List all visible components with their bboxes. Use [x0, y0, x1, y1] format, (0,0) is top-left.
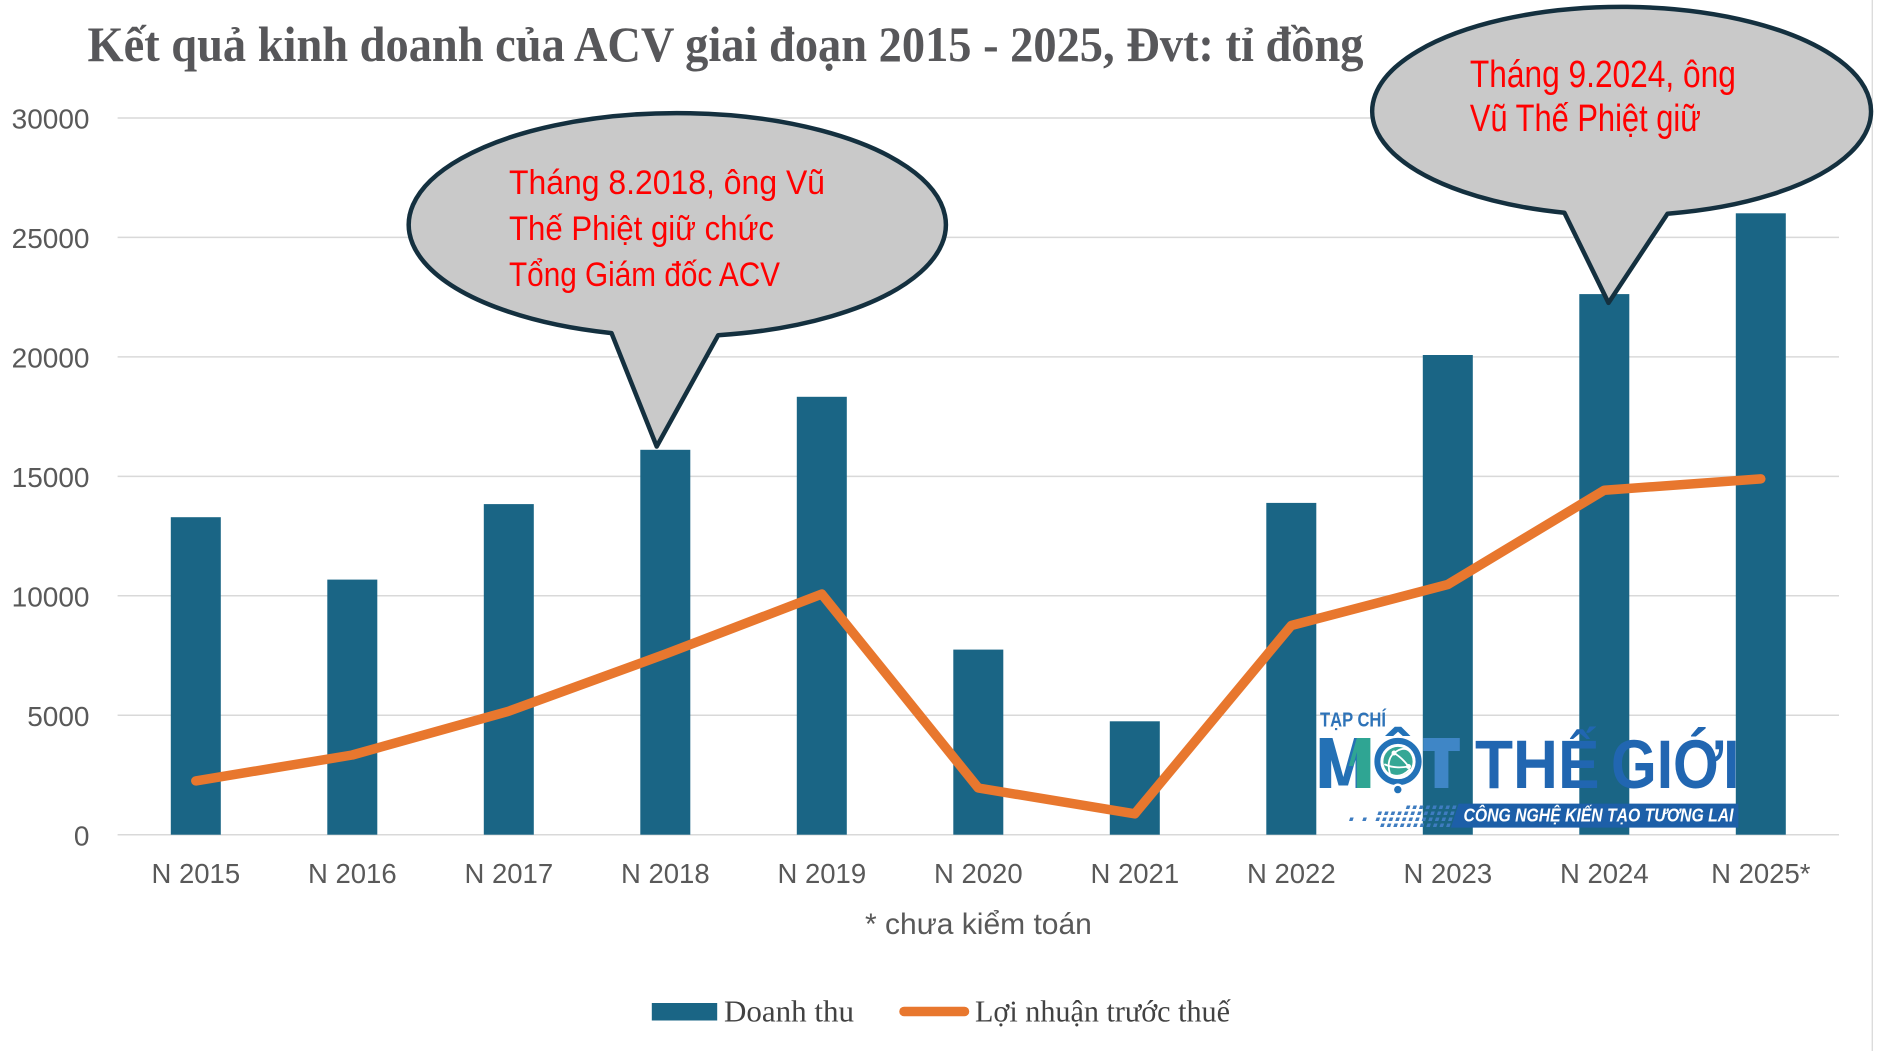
svg-text:THẾ: THẾ — [1475, 726, 1600, 803]
svg-text:TẠP CHÍ: TẠP CHÍ — [1320, 709, 1386, 732]
svg-text:CÔNG NGHỆ KIẾN TẠO TƯƠNG LAI: CÔNG NGHỆ KIẾN TẠO TƯƠNG LAI — [1464, 805, 1735, 826]
svg-text:Doanh thu: Doanh thu — [724, 994, 854, 1029]
svg-text:N 2024: N 2024 — [1560, 858, 1649, 889]
svg-text:N 2017: N 2017 — [464, 858, 553, 889]
svg-text:N 2019: N 2019 — [777, 858, 866, 889]
svg-text:10000: 10000 — [12, 582, 90, 613]
svg-text:N 2016: N 2016 — [308, 858, 397, 889]
svg-text:Vũ Thế Phiệt giữ: Vũ Thế Phiệt giữ — [1470, 98, 1701, 140]
svg-text:Tháng 9.2024, ông: Tháng 9.2024, ông — [1470, 54, 1736, 96]
svg-text:N 2015: N 2015 — [151, 858, 240, 889]
svg-text:N 2023: N 2023 — [1403, 858, 1492, 889]
svg-text:15000: 15000 — [12, 462, 90, 493]
svg-text:20000: 20000 — [12, 343, 90, 374]
svg-text:* chưa kiểm toán: * chưa kiểm toán — [865, 908, 1092, 941]
svg-text:Kết quả kinh doanh của ACV gia: Kết quả kinh doanh của ACV giai đoạn 201… — [88, 17, 1364, 72]
svg-text:GIỚI: GIỚI — [1611, 726, 1740, 803]
svg-text:N 2022: N 2022 — [1247, 858, 1336, 889]
svg-text:Tháng 8.2018, ông Vũ: Tháng 8.2018, ông Vũ — [509, 164, 825, 202]
svg-text:30000: 30000 — [12, 104, 90, 135]
svg-text:N 2025*: N 2025* — [1711, 858, 1811, 889]
svg-text:Tổng Giám đốc ACV: Tổng Giám đốc ACV — [509, 256, 780, 294]
svg-text:Lợi nhuận trước thuế: Lợi nhuận trước thuế — [975, 994, 1231, 1029]
svg-text:0: 0 — [74, 820, 90, 851]
svg-text:N 2018: N 2018 — [621, 858, 710, 889]
svg-text:Thế Phiệt giữ chức: Thế Phiệt giữ chức — [509, 210, 774, 248]
svg-text:N 2020: N 2020 — [934, 858, 1023, 889]
svg-text:5000: 5000 — [27, 701, 89, 732]
svg-text:N 2021: N 2021 — [1090, 858, 1179, 889]
svg-text:25000: 25000 — [12, 223, 90, 254]
